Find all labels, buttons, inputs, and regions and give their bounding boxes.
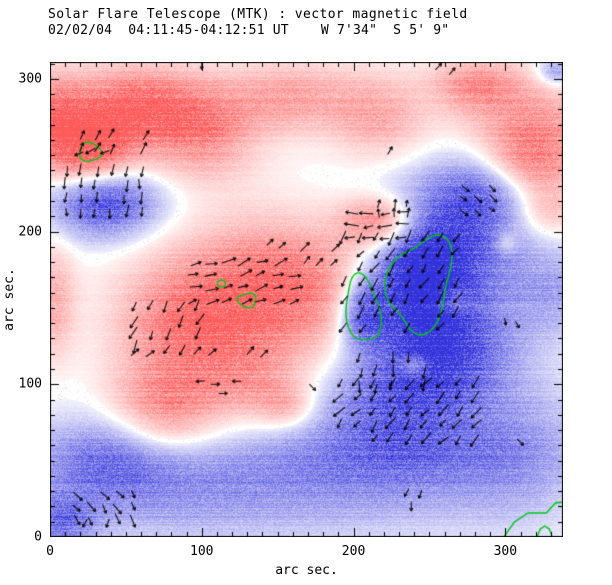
- x-tick-label: 0: [46, 544, 54, 559]
- y-tick-label: 0: [34, 529, 42, 545]
- x-axis-label: arc sec.: [275, 563, 338, 578]
- y-tick-label: 200: [18, 224, 42, 240]
- magnetogram-plot-canvas: [50, 62, 563, 537]
- x-tick-label: 300: [493, 544, 518, 559]
- y-axis-tick-labels: 0 100 200 300: [0, 62, 46, 544]
- y-axis-label: arc sec.: [1, 268, 17, 331]
- figure-subtitle: 02/02/04 04:11:45-04:12:51 UT W 7'34" S …: [48, 23, 450, 38]
- figure-title: Solar Flare Telescope (MTK) : vector mag…: [48, 7, 468, 22]
- y-tick-label: 300: [18, 71, 42, 87]
- y-tick-label: 100: [18, 376, 42, 392]
- x-tick-label: 200: [341, 544, 366, 559]
- x-tick-label: 100: [190, 544, 214, 559]
- x-axis-tick-labels: 0 100 200 300: [46, 544, 563, 560]
